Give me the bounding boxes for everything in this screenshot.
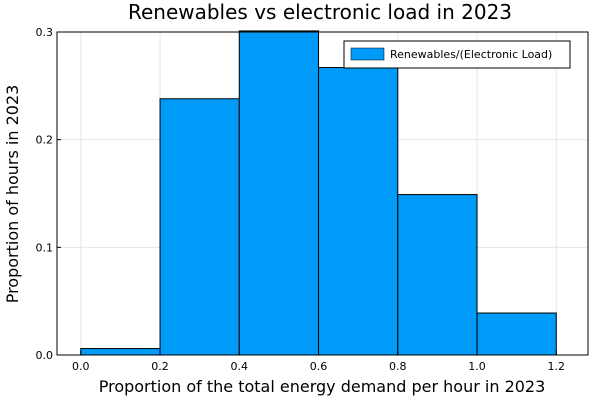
y-axis-label: Proportion of hours in 2023	[3, 85, 22, 304]
x-tick-label-1: 0.2	[151, 360, 169, 373]
legend: Renewables/(Electronic Load)	[343, 40, 571, 69]
bar-5	[476, 312, 557, 356]
y-tick-label-3: 0.3	[36, 26, 54, 39]
x-tick-label-3: 0.6	[310, 360, 328, 373]
x-tick-label-0: 0.0	[72, 360, 90, 373]
bars	[80, 30, 557, 356]
x-axis-label: Proportion of the total energy demand pe…	[99, 377, 546, 396]
legend-entry-label: Renewables/(Electronic Load)	[390, 48, 552, 61]
y-tick-label-1: 0.1	[36, 241, 54, 254]
bar-4	[397, 194, 478, 356]
bar-1	[159, 98, 240, 356]
x-tick-label-4: 0.8	[389, 360, 407, 373]
bar-0	[80, 348, 161, 356]
x-tick-label-5: 1.0	[468, 360, 486, 373]
x-tick-label-2: 0.4	[231, 360, 249, 373]
x-axis-ticks: 0.0 0.2 0.4 0.6 0.8 1.0 1.2	[72, 351, 565, 373]
y-axis-ticks: 0.0 0.1 0.2 0.3	[36, 26, 61, 362]
x-tick-label-6: 1.2	[548, 360, 566, 373]
bar-2	[238, 30, 320, 356]
bar-3	[318, 67, 399, 356]
legend-swatch	[350, 47, 385, 61]
y-tick-label-0: 0.0	[36, 349, 54, 362]
y-tick-label-2: 0.2	[36, 134, 54, 147]
plot-frame	[56, 31, 589, 356]
chart-title: Renewables vs electronic load in 2023	[128, 0, 512, 24]
